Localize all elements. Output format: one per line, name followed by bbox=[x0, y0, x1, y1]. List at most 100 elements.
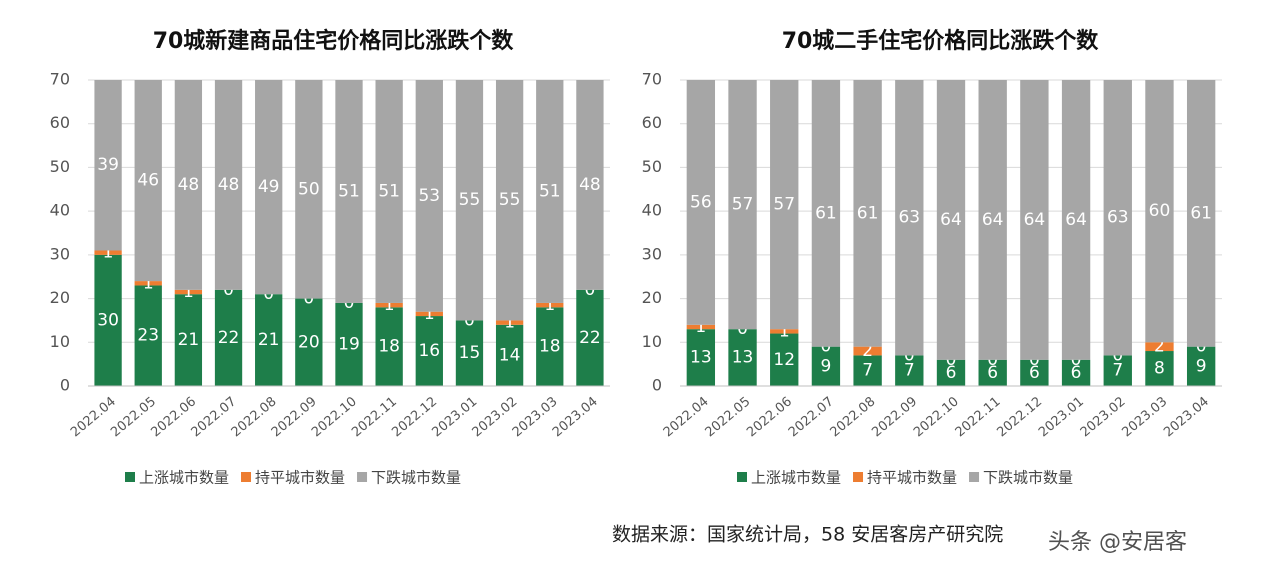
bar-segment bbox=[375, 302, 403, 308]
value-label: 30 bbox=[97, 310, 119, 330]
bar-segment bbox=[174, 289, 203, 295]
value-label: 1 bbox=[424, 304, 435, 324]
value-label: 64 bbox=[940, 210, 962, 230]
bar-segment bbox=[978, 80, 1007, 360]
bar-segment bbox=[770, 333, 799, 386]
chart-title: 70城二手住宅价格同比涨跌个数 bbox=[782, 28, 1100, 54]
value-label: 61 bbox=[815, 203, 837, 223]
value-label: 12 bbox=[773, 350, 795, 370]
value-label: 6 bbox=[1029, 363, 1040, 383]
bar-segment bbox=[770, 80, 799, 330]
bar-segment bbox=[174, 294, 203, 386]
value-label: 7 bbox=[862, 361, 873, 381]
value-label: 21 bbox=[178, 330, 200, 350]
value-label: 48 bbox=[579, 175, 601, 195]
y-tick-label: 20 bbox=[642, 288, 662, 307]
value-label: 63 bbox=[898, 208, 920, 228]
value-label: 8 bbox=[1154, 359, 1165, 379]
bar-segment bbox=[455, 80, 484, 321]
bar-segment bbox=[455, 320, 484, 386]
value-label: 1 bbox=[384, 295, 395, 315]
value-label: 57 bbox=[773, 195, 795, 215]
bar-segment bbox=[134, 281, 162, 286]
value-label: 1 bbox=[103, 243, 114, 263]
value-label: 0 bbox=[585, 280, 596, 300]
bar-segment bbox=[94, 80, 122, 251]
value-label: 21 bbox=[258, 330, 280, 350]
y-tick-label: 30 bbox=[50, 244, 70, 263]
bar-segment bbox=[853, 80, 882, 347]
bar-segment bbox=[978, 359, 1007, 386]
value-label: 51 bbox=[378, 181, 400, 201]
value-label: 0 bbox=[223, 280, 234, 300]
bar-segment bbox=[214, 289, 243, 386]
value-label: 64 bbox=[1065, 210, 1087, 230]
bar-segment bbox=[375, 307, 403, 386]
y-tick-label: 60 bbox=[642, 113, 662, 132]
bar-segment bbox=[1145, 342, 1174, 352]
legend-label: 持平城市数量 bbox=[255, 469, 345, 487]
value-label: 51 bbox=[338, 181, 360, 201]
value-label: 18 bbox=[378, 337, 400, 357]
bar-segment bbox=[415, 316, 443, 386]
bar-segment bbox=[1145, 80, 1174, 343]
value-label: 63 bbox=[1107, 208, 1129, 228]
y-tick-label: 0 bbox=[652, 376, 662, 395]
value-label: 22 bbox=[218, 328, 240, 348]
bar-segment bbox=[1186, 80, 1216, 347]
bar-segment bbox=[495, 80, 524, 321]
value-label: 39 bbox=[97, 155, 119, 175]
bar-segment bbox=[576, 80, 604, 290]
legend-label: 上涨城市数量 bbox=[139, 469, 229, 487]
value-label: 53 bbox=[418, 186, 440, 206]
value-label: 7 bbox=[904, 361, 915, 381]
bar-segment bbox=[295, 80, 323, 299]
value-label: 1 bbox=[779, 321, 790, 341]
legend-swatch bbox=[969, 472, 980, 482]
bar-segment bbox=[686, 329, 716, 386]
bar-segment bbox=[495, 320, 524, 325]
bar-segment bbox=[536, 307, 564, 386]
value-label: 7 bbox=[1112, 361, 1123, 381]
value-label: 15 bbox=[459, 343, 481, 363]
legend-swatch bbox=[737, 472, 747, 482]
bar-segment bbox=[295, 298, 323, 386]
value-label: 1 bbox=[695, 317, 706, 337]
y-tick-label: 40 bbox=[50, 201, 70, 220]
bar-segment bbox=[686, 80, 716, 325]
bar-segment bbox=[895, 355, 924, 386]
bar-segment bbox=[853, 355, 882, 386]
bar-segment bbox=[811, 80, 841, 347]
bar-segment bbox=[1103, 80, 1132, 356]
bar-segment bbox=[335, 302, 363, 386]
value-label: 9 bbox=[821, 356, 832, 376]
value-label: 64 bbox=[982, 210, 1004, 230]
bar-segment bbox=[174, 80, 203, 290]
legend-swatch bbox=[125, 472, 135, 482]
bar-segment bbox=[895, 80, 924, 356]
bar-segment bbox=[536, 80, 564, 303]
bar-segment bbox=[214, 80, 243, 290]
value-label: 61 bbox=[857, 203, 879, 223]
bar-segment bbox=[728, 329, 757, 386]
bar-segment bbox=[94, 254, 122, 386]
bar-segment bbox=[728, 80, 757, 330]
value-label: 2 bbox=[862, 341, 873, 361]
y-tick-label: 30 bbox=[642, 244, 662, 263]
value-label: 46 bbox=[137, 171, 159, 191]
value-label: 13 bbox=[690, 348, 712, 368]
y-tick-label: 70 bbox=[642, 70, 662, 89]
bar-segment bbox=[1103, 355, 1132, 386]
bar-segment bbox=[576, 289, 604, 386]
bar-segment bbox=[335, 80, 363, 303]
value-label: 13 bbox=[732, 348, 754, 368]
value-label: 6 bbox=[946, 363, 957, 383]
bar-segment bbox=[770, 329, 799, 334]
bar-segment bbox=[134, 285, 162, 386]
value-label: 55 bbox=[499, 190, 521, 210]
value-label: 6 bbox=[987, 363, 998, 383]
y-tick-label: 60 bbox=[50, 113, 70, 132]
value-label: 18 bbox=[539, 337, 561, 357]
y-tick-label: 20 bbox=[50, 288, 70, 307]
